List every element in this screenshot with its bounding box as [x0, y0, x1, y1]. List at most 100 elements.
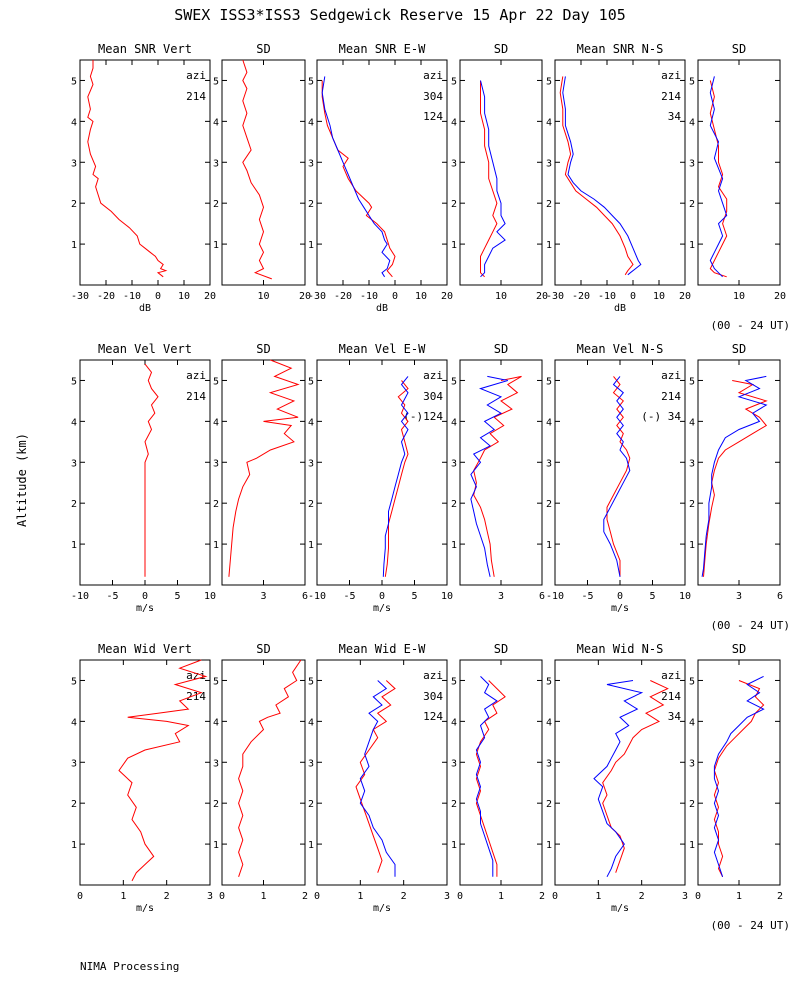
y-tick-label: 5 [308, 676, 314, 687]
x-tick-label: 1 [736, 891, 742, 902]
y-tick-label: 1 [689, 240, 695, 251]
x-tick-label: 10 [415, 291, 427, 302]
series-line [603, 376, 631, 577]
y-tick-label: 3 [308, 158, 314, 169]
x-tick-label: -5 [581, 591, 593, 602]
series-line [321, 76, 391, 278]
y-tick-label: 4 [308, 417, 314, 428]
x-tick-label: 2 [639, 891, 645, 902]
y-tick-label: 4 [71, 417, 77, 428]
y-tick-label: 2 [71, 499, 77, 510]
series-line [144, 363, 159, 577]
series-line [238, 659, 302, 877]
footer-label: NIMA Processing [80, 960, 179, 973]
y-tick-label: 4 [689, 117, 695, 128]
x-tick-label: 6 [777, 591, 783, 602]
y-tick-label: 4 [451, 117, 457, 128]
x-tick-label: 10 [257, 291, 269, 302]
y-tick-label: 3 [71, 458, 77, 469]
series-line [713, 680, 765, 878]
y-tick-label: 2 [71, 199, 77, 210]
y-tick-label: 4 [308, 117, 314, 128]
y-tick-label: 4 [546, 117, 552, 128]
x-tick-label: -30 [546, 291, 564, 302]
x-tick-label: 10 [204, 591, 216, 602]
y-tick-label: 2 [308, 199, 314, 210]
y-tick-label: 1 [546, 240, 552, 251]
y-tick-label: 2 [451, 199, 457, 210]
x-tick-label: 20 [774, 291, 786, 302]
y-tick-label: 2 [71, 799, 77, 810]
x-tick-label: 10 [653, 291, 665, 302]
y-tick-label: 2 [308, 499, 314, 510]
panel-title: Mean SNR Vert [98, 42, 192, 56]
plot-frame [221, 359, 306, 586]
y-tick-label: 5 [689, 376, 695, 387]
x-tick-label: 6 [302, 591, 308, 602]
x-tick-label: -30 [71, 291, 89, 302]
legend-entry: 214 [661, 690, 681, 703]
y-tick-label: 5 [213, 676, 219, 687]
x-tick-label: 0 [457, 891, 463, 902]
series-line [242, 59, 272, 280]
plot-frame [554, 659, 686, 886]
y-tick-label: 3 [689, 158, 695, 169]
time-range-label-row2: (00 - 24 UT) [711, 619, 790, 632]
x-tick-label: 2 [777, 891, 783, 902]
series-line [593, 680, 644, 878]
plot-frame [554, 59, 686, 286]
series-line [713, 675, 765, 877]
series-line [470, 375, 508, 577]
y-tick-label: 1 [451, 240, 457, 251]
x-tick-label: 0 [392, 291, 398, 302]
x-tick-label: 5 [411, 591, 417, 602]
legend-entry: 214 [661, 90, 681, 103]
chart-panel: Mean Wid E-W 1 2 3 4 5 0 1 2 3 m/s azi 304 124 [308, 642, 450, 914]
y-tick-label: 3 [689, 758, 695, 769]
legend-entry: 214 [661, 390, 681, 403]
y-tick-label: 2 [451, 499, 457, 510]
x-tick-label: 5 [174, 591, 180, 602]
chart-panel: SD 1 2 3 4 5 3 6 [213, 342, 308, 602]
legend-entry: 304 [423, 390, 443, 403]
series-line [480, 80, 498, 278]
x-tick-label: 0 [77, 891, 83, 902]
chart-panel: SD 1 2 3 4 5 0 1 2 [213, 642, 308, 902]
legend-entry: 304 [423, 690, 443, 703]
legend-heading: azi [423, 369, 443, 382]
series-line [709, 80, 728, 278]
panel-title: Mean Vel N-S [577, 342, 664, 356]
y-tick-label: 1 [213, 840, 219, 851]
y-tick-label: 1 [308, 840, 314, 851]
chart-panel: SD 1 2 3 4 5 3 6 [451, 342, 545, 602]
panel-title: Mean Wid Vert [98, 642, 192, 656]
plot-frame [459, 59, 543, 286]
series-line [87, 60, 168, 278]
x-tick-label: -10 [546, 591, 564, 602]
panel-title: Mean SNR N-S [577, 42, 664, 56]
y-tick-label: 4 [71, 717, 77, 728]
y-tick-label: 3 [546, 758, 552, 769]
panel-title: SD [732, 42, 746, 56]
y-tick-label: 5 [546, 676, 552, 687]
y-tick-label: 5 [71, 376, 77, 387]
legend-heading: azi [423, 69, 443, 82]
plot-frame [316, 59, 448, 286]
x-tick-label: -20 [572, 291, 590, 302]
y-tick-label: 4 [689, 717, 695, 728]
y-tick-label: 2 [689, 199, 695, 210]
x-axis-label: dB [614, 303, 626, 314]
x-tick-label: -20 [334, 291, 352, 302]
y-tick-label: 3 [71, 158, 77, 169]
y-tick-label: 2 [546, 499, 552, 510]
y-tick-label: 1 [308, 240, 314, 251]
y-tick-label: 1 [689, 840, 695, 851]
y-tick-label: 4 [689, 417, 695, 428]
y-tick-label: 5 [451, 76, 457, 87]
y-tick-label: 5 [689, 76, 695, 87]
